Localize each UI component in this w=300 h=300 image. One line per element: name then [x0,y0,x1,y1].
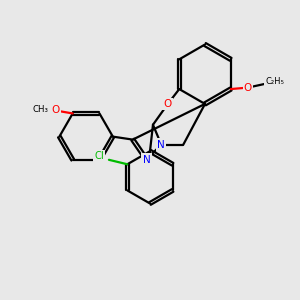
Text: O: O [244,82,252,93]
Text: O: O [164,99,172,109]
Text: Cl: Cl [94,151,104,161]
Text: C₂H₅: C₂H₅ [265,76,284,85]
Text: CH₃: CH₃ [32,104,48,113]
Text: N: N [142,154,150,164]
Text: N: N [158,140,165,150]
Text: O: O [51,106,60,116]
